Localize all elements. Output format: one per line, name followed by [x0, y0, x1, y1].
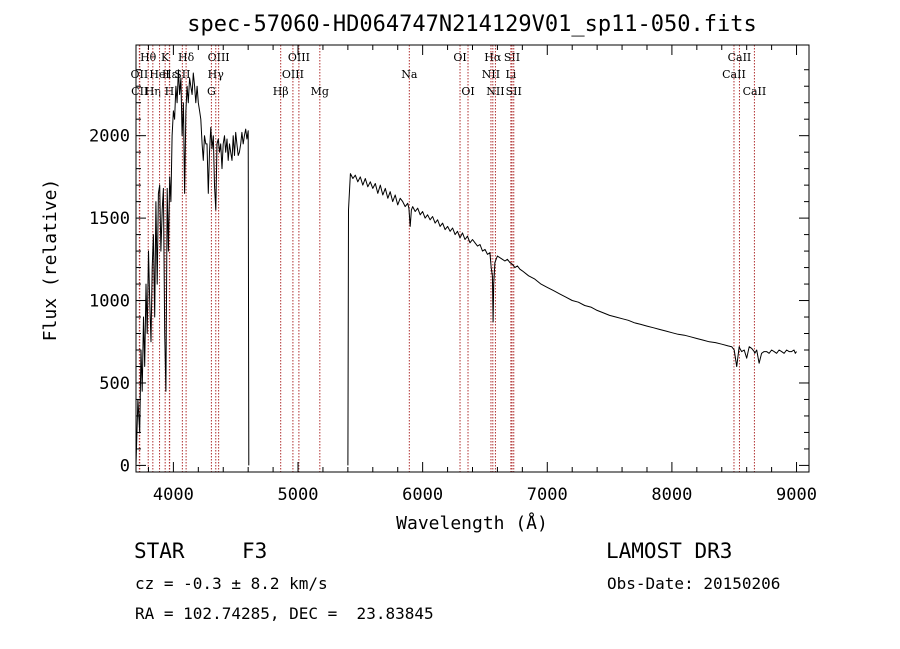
y-tick-label: 2000: [89, 127, 130, 147]
y-tick-label: 1000: [89, 292, 130, 312]
x-tick-label: 8000: [651, 485, 692, 505]
emission-line-label: HeI: [149, 68, 169, 81]
emission-line-label: Na: [401, 68, 418, 81]
x-tick-label: 7000: [527, 485, 568, 505]
plot-frame: [135, 44, 810, 473]
chart-title: spec-57060-HD064747N214129V01_sp11-050.f…: [187, 12, 757, 37]
emission-line-label: K: [161, 51, 170, 64]
spectrum-line: [347, 173, 797, 466]
emission-lines-layer: HθOIICIIHηHeIKHHεHδSIIOIIIHγGHβOIIIOIIIM…: [131, 45, 767, 472]
redshift-readout: cz = -0.3 ± 8.2 km/s: [135, 574, 328, 593]
emission-line-label: OIII: [282, 68, 304, 81]
y-tick-label: 1500: [89, 209, 130, 229]
spectrum-line: [135, 69, 250, 466]
emission-line-label: NII: [482, 68, 500, 81]
x-tick-label: 9000: [776, 485, 817, 505]
emission-line-label: NII: [486, 85, 504, 98]
emission-line-label: OI: [453, 51, 466, 64]
x-tick-label: 5000: [278, 485, 319, 505]
emission-line-label: CaII: [722, 68, 746, 81]
ticks-layer: 4000 5000 6000 7000 8000 9000 0 500 1000 1500 2000: [89, 45, 817, 505]
emission-line-label: Hα: [484, 51, 502, 64]
emission-line-label: Hγ: [208, 68, 225, 81]
x-axis-label: Wavelength (Å): [396, 512, 548, 534]
emission-line-label: SII: [504, 51, 520, 64]
emission-line-label: CaII: [743, 85, 767, 98]
emission-line-label: CaII: [728, 51, 752, 64]
x-tick-label: 4000: [153, 485, 194, 505]
emission-line-label: Li: [505, 68, 516, 81]
emission-line-label: SII: [506, 85, 522, 98]
object-class: STAR: [134, 539, 185, 563]
emission-line-label: OIII: [208, 51, 230, 64]
obs-date: Obs-Date: 20150206: [607, 574, 781, 593]
emission-line-label: OIII: [288, 51, 310, 64]
emission-line-label: Hη: [145, 85, 161, 98]
emission-line-label: Hθ: [140, 51, 157, 64]
emission-line-label: Hε: [162, 68, 178, 81]
emission-line-label: OI: [461, 85, 474, 98]
emission-line-label: CII: [131, 85, 148, 98]
emission-line-label: SII: [174, 68, 190, 81]
object-subclass: F3: [242, 539, 268, 563]
x-tick-label: 6000: [402, 485, 443, 505]
emission-line-label: G: [207, 85, 216, 98]
emission-line-label: Mg: [311, 85, 329, 98]
emission-line-label: Hβ: [273, 85, 289, 98]
y-tick-label: 0: [120, 456, 130, 476]
y-axis-label: Flux (relative): [40, 179, 61, 342]
y-tick-label: 500: [99, 374, 130, 394]
series-layer: [135, 69, 797, 466]
emission-line-label: OII: [131, 68, 149, 81]
survey-name: LAMOST DR3: [606, 539, 733, 563]
emission-line-label: Hδ: [178, 51, 195, 64]
coordinates-readout: RA = 102.74285, DEC = 23.83845: [135, 604, 434, 623]
